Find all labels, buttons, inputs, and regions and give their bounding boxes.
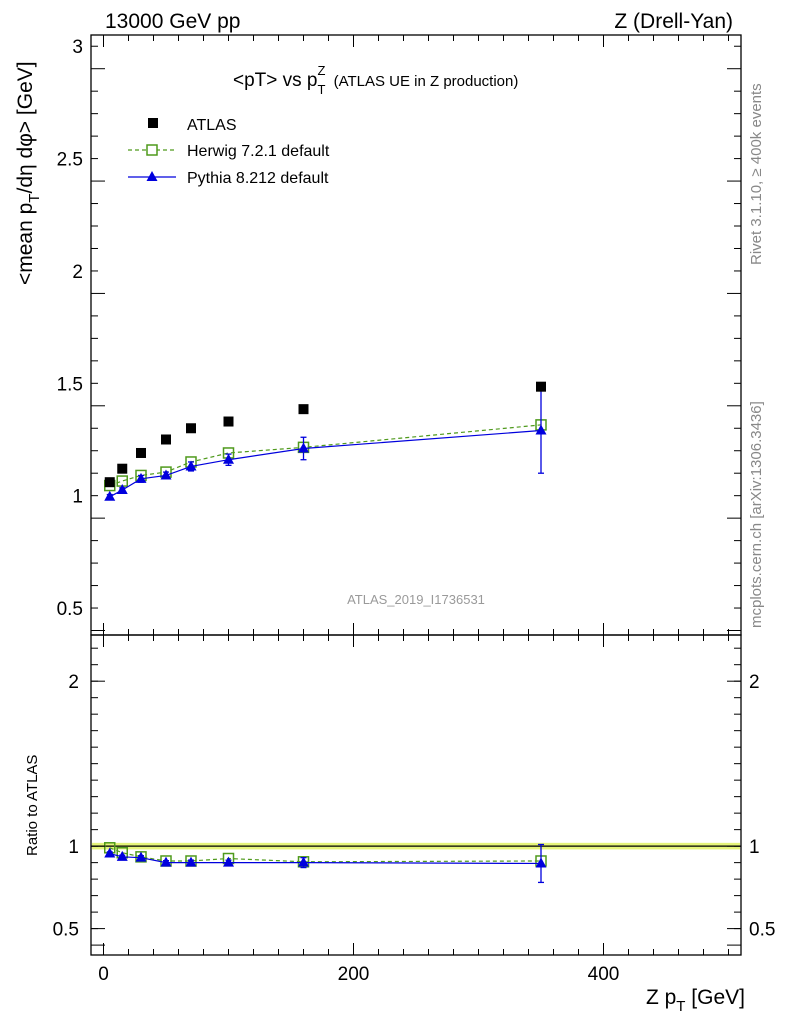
chart-title: <pT> vs pTZ (ATLAS UE in Z production)	[233, 63, 518, 97]
rivet-version-label: Rivet 3.1.10, ≥ 400k events	[748, 83, 765, 265]
legend-label-atlas: ATLAS	[187, 117, 237, 134]
x-tick-label: 200	[338, 964, 370, 985]
ratio-pythia-point	[135, 851, 147, 862]
x-tick-label: 400	[588, 964, 620, 985]
pythia-point	[223, 453, 234, 464]
y-tick-label: 1	[68, 837, 79, 858]
y-tick-label-right: 0.5	[749, 920, 775, 941]
atlas-point	[136, 447, 146, 458]
pythia-point	[535, 424, 547, 435]
ratio-pythia-point	[160, 856, 172, 867]
y-tick-label: 2	[72, 262, 83, 283]
legend-label-pythia: Pythia 8.212 default	[187, 170, 329, 187]
pythia-point	[160, 469, 172, 480]
legend-marker-herwig	[146, 144, 158, 156]
atlas-point	[223, 416, 234, 427]
pythia-point	[104, 490, 116, 501]
y-axis-label: <mean pT/dη dφ> [GeV]	[14, 61, 43, 285]
pythia-line	[109, 429, 542, 498]
y-tick-label: 2.5	[57, 150, 83, 171]
ratio-pythia-point	[298, 856, 309, 867]
ratio-pythia-point	[116, 850, 128, 861]
pythia-point	[185, 460, 197, 471]
y-tick-label-right: 1	[749, 837, 760, 858]
atlas-point	[117, 463, 128, 474]
herwig-line	[109, 424, 542, 487]
x-tick-label: 0	[98, 964, 109, 985]
y-tick-label: 1.5	[57, 374, 83, 395]
atlas-point	[298, 404, 309, 415]
y-tick-label: 0.5	[57, 599, 83, 620]
atlas-point	[536, 381, 546, 392]
legend-marker-pythia	[146, 171, 158, 181]
x-axis-label: Z pT [GeV]	[646, 986, 745, 1015]
y-tick-label: 1	[72, 487, 83, 508]
ratio-pythia-point	[104, 847, 116, 858]
atlas-point	[104, 477, 115, 488]
pythia-point	[135, 472, 147, 483]
analysis-watermark: ATLAS_2019_I1736531	[347, 592, 485, 607]
process-label: Z (Drell-Yan)	[614, 10, 733, 33]
y-tick-label-right: 2	[749, 672, 760, 693]
pythia-point	[116, 484, 128, 495]
y-tick-label: 2	[68, 672, 79, 693]
legend: ATLAS Herwig 7.2.1 default Pythia 8.212 …	[128, 117, 330, 187]
ratio-y-axis-label: Ratio to ATLAS	[24, 755, 41, 856]
y-tick-label: 0.5	[53, 920, 79, 941]
ratio-pythia-point	[223, 856, 234, 867]
legend-marker-atlas	[148, 118, 158, 128]
ratio-pythia-point	[185, 856, 197, 867]
ratio-pythia-point	[535, 857, 547, 868]
atlas-point	[161, 434, 171, 445]
atlas-point	[186, 423, 196, 434]
beam-energy-label: 13000 GeV pp	[105, 10, 240, 33]
ratio-panel: 0 200 400 0.5 0.5 1 1 2 2 Ratio to ATLAS Z pT [G…	[24, 634, 775, 1015]
mcplots-label: mcplots.cern.ch [arXiv:1306.3436]	[748, 401, 765, 628]
pythia-point	[298, 442, 309, 453]
ratio-panel-frame	[90, 634, 742, 956]
main-panel: 0.5 1 1.5 2 2.5 3 <pT> vs pTZ (ATLAS UE in Z …	[14, 34, 742, 636]
ratio-herwig-line	[109, 847, 542, 863]
legend-label-herwig: Herwig 7.2.1 default	[187, 143, 330, 160]
y-tick-label: 3	[72, 37, 83, 58]
